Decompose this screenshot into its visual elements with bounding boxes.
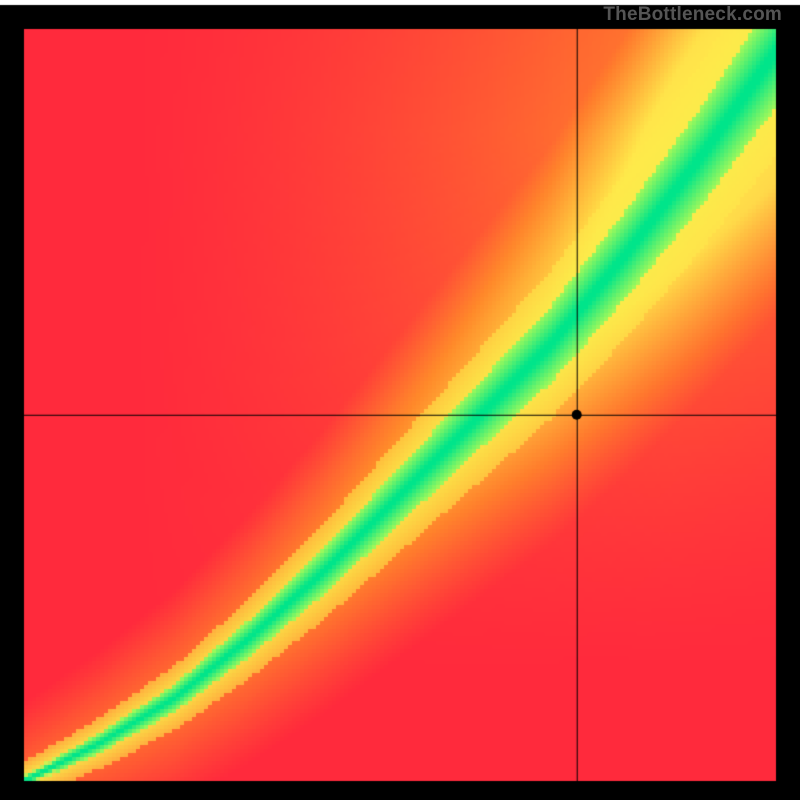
watermark-label: TheBottleneck.com — [603, 4, 782, 26]
bottleneck-heatmap — [0, 0, 800, 800]
